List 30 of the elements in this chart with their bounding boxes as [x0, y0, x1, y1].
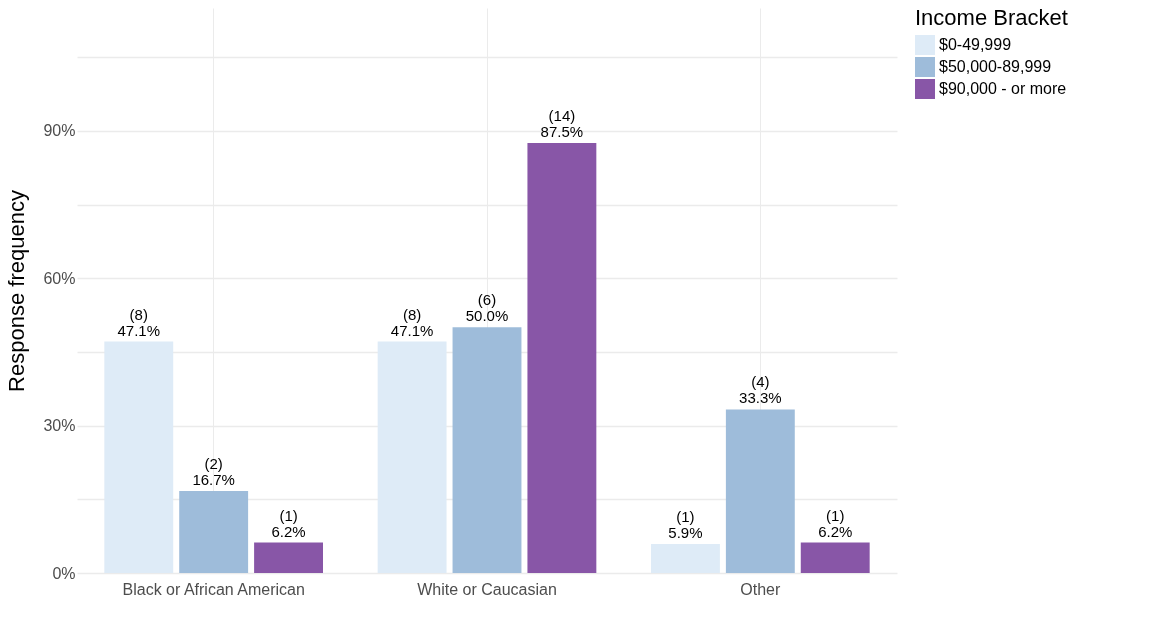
- data-label: (8) 47.1%: [390, 305, 434, 339]
- data-label: (1) 5.9%: [668, 508, 703, 542]
- bar: [800, 542, 870, 573]
- y-tick-label: 60%: [43, 269, 76, 287]
- legend-label: $50,000-89,999: [939, 58, 1052, 75]
- legend-title: Income Bracket: [915, 5, 1068, 30]
- data-label: (1) 6.2%: [271, 506, 306, 540]
- x-tick-label: Other: [740, 580, 782, 598]
- bar: [179, 490, 249, 573]
- bar: [377, 341, 447, 573]
- data-label: (14) 87.5%: [540, 107, 584, 141]
- data-label: (1) 6.2%: [818, 506, 853, 540]
- bar: [651, 544, 720, 573]
- data-label: (6) 50.0%: [465, 291, 509, 325]
- bar: [527, 143, 597, 573]
- x-tick-label: White or Caucasian: [417, 580, 557, 598]
- bar: [104, 341, 174, 573]
- legend-label: $0-49,999: [939, 36, 1012, 53]
- y-tick-label: 30%: [43, 417, 76, 435]
- y-tick-label: 0%: [52, 564, 76, 582]
- data-label: (2) 16.7%: [192, 454, 235, 488]
- bar: [254, 542, 323, 573]
- y-axis-title: Response frequency: [4, 190, 30, 392]
- data-label: (8) 47.1%: [117, 305, 161, 339]
- legend-label: $90,000 - or more: [939, 80, 1067, 97]
- x-tick-label: Black or African American: [122, 580, 305, 598]
- bar: [452, 327, 522, 573]
- data-label: (4) 33.3%: [739, 373, 782, 407]
- y-tick-label: 90%: [43, 122, 76, 140]
- bar: [725, 409, 795, 573]
